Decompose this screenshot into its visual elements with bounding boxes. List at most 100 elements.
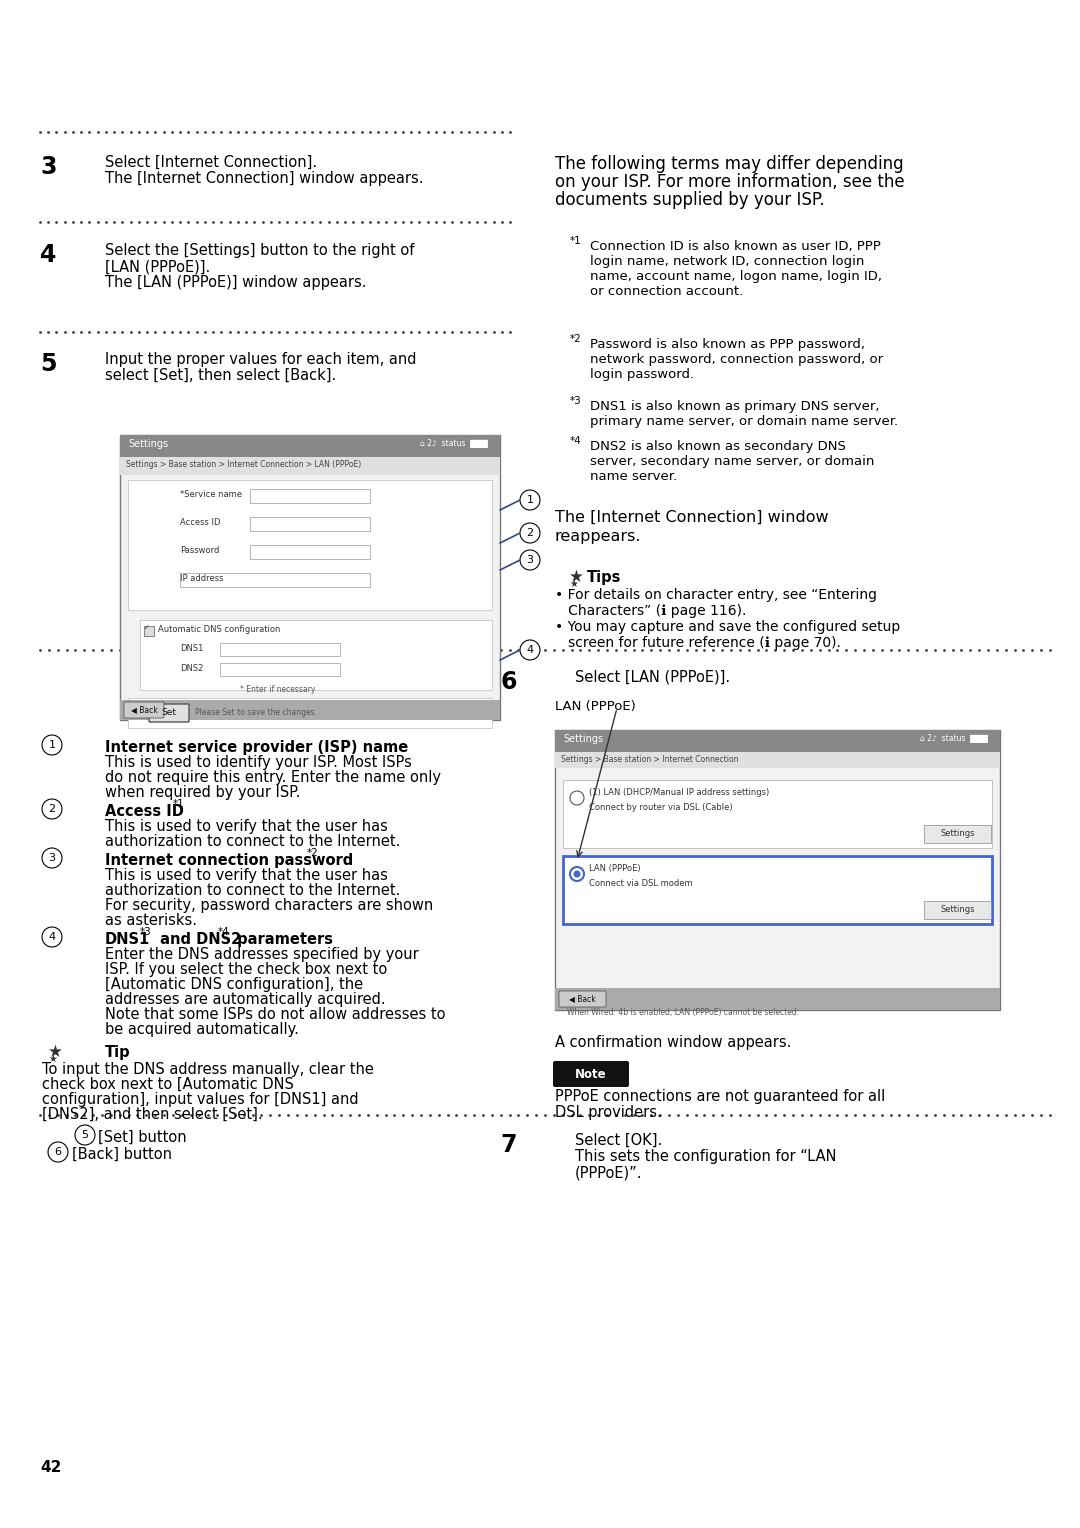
Text: ◀ Back: ◀ Back bbox=[131, 704, 158, 714]
Text: ⌂ 2♪  status  ███: ⌂ 2♪ status ███ bbox=[920, 733, 988, 743]
Text: ◀ Back: ◀ Back bbox=[569, 995, 595, 1002]
Text: screen for future reference (ℹ page 70).: screen for future reference (ℹ page 70). bbox=[555, 636, 841, 649]
Text: ⌂ 2♪  status  ███: ⌂ 2♪ status ███ bbox=[420, 439, 488, 448]
Circle shape bbox=[42, 927, 62, 947]
Text: 3: 3 bbox=[49, 853, 55, 863]
Text: *3: *3 bbox=[570, 396, 582, 406]
Text: Password is also known as PPP password,: Password is also known as PPP password, bbox=[590, 338, 865, 351]
Text: name server.: name server. bbox=[590, 471, 677, 483]
Text: LAN (PPPoE): LAN (PPPoE) bbox=[555, 700, 636, 714]
Text: This is used to verify that the user has: This is used to verify that the user has bbox=[105, 819, 388, 834]
Text: Note: Note bbox=[576, 1068, 607, 1080]
Circle shape bbox=[573, 871, 581, 877]
Text: 6: 6 bbox=[500, 669, 516, 694]
FancyBboxPatch shape bbox=[220, 643, 340, 656]
Text: ★: ★ bbox=[569, 568, 584, 587]
Text: configuration], input values for [DNS1] and: configuration], input values for [DNS1] … bbox=[42, 1093, 359, 1106]
FancyBboxPatch shape bbox=[555, 730, 1000, 752]
Text: *4: *4 bbox=[570, 435, 582, 446]
Text: The following terms may differ depending: The following terms may differ depending bbox=[555, 154, 904, 173]
Text: Tip: Tip bbox=[105, 1045, 131, 1060]
Text: [LAN (PPPoE)].: [LAN (PPPoE)]. bbox=[105, 260, 211, 274]
Circle shape bbox=[42, 735, 62, 755]
Circle shape bbox=[48, 1141, 68, 1161]
Text: 5: 5 bbox=[40, 351, 56, 376]
Text: The [Internet Connection] window: The [Internet Connection] window bbox=[555, 510, 828, 526]
Text: Select [LAN (PPPoE)].: Select [LAN (PPPoE)]. bbox=[575, 669, 730, 685]
Circle shape bbox=[570, 792, 584, 805]
Text: Internet connection password: Internet connection password bbox=[105, 853, 353, 868]
FancyBboxPatch shape bbox=[124, 701, 164, 718]
Text: DNS1: DNS1 bbox=[180, 643, 203, 652]
FancyBboxPatch shape bbox=[220, 663, 340, 675]
Text: Please Set to save the changes.: Please Set to save the changes. bbox=[195, 707, 318, 717]
Text: 1: 1 bbox=[49, 740, 55, 750]
Text: 4: 4 bbox=[526, 645, 534, 656]
FancyBboxPatch shape bbox=[129, 698, 492, 727]
Text: DNS2: DNS2 bbox=[180, 665, 203, 672]
Text: The [Internet Connection] window appears.: The [Internet Connection] window appears… bbox=[105, 171, 423, 186]
FancyBboxPatch shape bbox=[249, 516, 370, 532]
Text: 2: 2 bbox=[49, 804, 55, 814]
Text: Settings: Settings bbox=[941, 905, 975, 914]
Text: authorization to connect to the Internet.: authorization to connect to the Internet… bbox=[105, 883, 401, 898]
FancyBboxPatch shape bbox=[120, 700, 500, 720]
Text: as asterisks.: as asterisks. bbox=[105, 914, 197, 927]
Text: The [LAN (PPPoE)] window appears.: The [LAN (PPPoE)] window appears. bbox=[105, 275, 366, 290]
Text: ✓: ✓ bbox=[144, 625, 150, 631]
Text: and DNS2: and DNS2 bbox=[156, 932, 241, 947]
Circle shape bbox=[75, 1125, 95, 1144]
Circle shape bbox=[42, 848, 62, 868]
Text: *3: *3 bbox=[140, 927, 152, 937]
FancyBboxPatch shape bbox=[120, 457, 500, 475]
Text: 4: 4 bbox=[49, 932, 55, 941]
FancyBboxPatch shape bbox=[180, 573, 370, 587]
Text: Access ID: Access ID bbox=[180, 518, 220, 527]
FancyBboxPatch shape bbox=[555, 730, 1000, 1010]
Text: 4: 4 bbox=[40, 243, 56, 267]
Circle shape bbox=[42, 799, 62, 819]
Text: Set: Set bbox=[162, 707, 176, 717]
FancyBboxPatch shape bbox=[120, 435, 500, 457]
Text: Settings > Base station > Internet Connection: Settings > Base station > Internet Conne… bbox=[561, 755, 739, 764]
Text: network password, connection password, or: network password, connection password, o… bbox=[590, 353, 883, 367]
FancyBboxPatch shape bbox=[559, 992, 606, 1007]
Text: 42: 42 bbox=[40, 1459, 62, 1475]
Text: This is used to identify your ISP. Most ISPs: This is used to identify your ISP. Most … bbox=[105, 755, 411, 770]
Text: Input the proper values for each item, and: Input the proper values for each item, a… bbox=[105, 351, 417, 367]
Text: To input the DNS address manually, clear the: To input the DNS address manually, clear… bbox=[42, 1062, 374, 1077]
Text: Password: Password bbox=[180, 545, 219, 555]
Text: Tips: Tips bbox=[588, 570, 621, 585]
Text: For security, password characters are shown: For security, password characters are sh… bbox=[105, 898, 433, 914]
Text: do not require this entry. Enter the name only: do not require this entry. Enter the nam… bbox=[105, 770, 441, 785]
Text: [Automatic DNS configuration], the: [Automatic DNS configuration], the bbox=[105, 976, 363, 992]
Text: [DNS2], and then select [Set].: [DNS2], and then select [Set]. bbox=[42, 1106, 262, 1122]
Text: Internet service provider (ISP) name: Internet service provider (ISP) name bbox=[105, 740, 408, 755]
FancyBboxPatch shape bbox=[555, 752, 1000, 769]
Text: ★: ★ bbox=[569, 579, 578, 588]
Text: check box next to [Automatic DNS: check box next to [Automatic DNS bbox=[42, 1077, 294, 1093]
Text: 3: 3 bbox=[527, 555, 534, 565]
Text: Settings: Settings bbox=[563, 733, 603, 744]
Text: *1: *1 bbox=[173, 799, 185, 808]
Text: Connect by router via DSL (Cable): Connect by router via DSL (Cable) bbox=[589, 804, 732, 811]
FancyBboxPatch shape bbox=[563, 856, 993, 924]
Text: Note that some ISPs do not allow addresses to: Note that some ISPs do not allow address… bbox=[105, 1007, 446, 1022]
Text: 3: 3 bbox=[40, 154, 56, 179]
Text: When Wired: 4b is enabled, LAN (PPPoE) cannot be selected.: When Wired: 4b is enabled, LAN (PPPoE) c… bbox=[567, 1008, 799, 1018]
FancyBboxPatch shape bbox=[249, 489, 370, 503]
Text: DSL providers.: DSL providers. bbox=[555, 1105, 662, 1120]
Text: • You may capture and save the configured setup: • You may capture and save the configure… bbox=[555, 620, 901, 634]
Text: (1) LAN (DHCP/Manual IP address settings): (1) LAN (DHCP/Manual IP address settings… bbox=[589, 788, 769, 798]
Circle shape bbox=[519, 490, 540, 510]
Text: [Back] button: [Back] button bbox=[72, 1148, 172, 1161]
Text: 2: 2 bbox=[526, 529, 534, 538]
Text: Access ID: Access ID bbox=[105, 804, 184, 819]
Text: ISP. If you select the check box next to: ISP. If you select the check box next to bbox=[105, 963, 388, 976]
FancyBboxPatch shape bbox=[924, 902, 991, 918]
Text: documents supplied by your ISP.: documents supplied by your ISP. bbox=[555, 191, 825, 209]
Text: on your ISP. For more information, see the: on your ISP. For more information, see t… bbox=[555, 173, 905, 191]
Text: addresses are automatically acquired.: addresses are automatically acquired. bbox=[105, 992, 386, 1007]
Text: This sets the configuration for “LAN: This sets the configuration for “LAN bbox=[575, 1149, 837, 1164]
Text: be acquired automatically.: be acquired automatically. bbox=[105, 1022, 299, 1038]
